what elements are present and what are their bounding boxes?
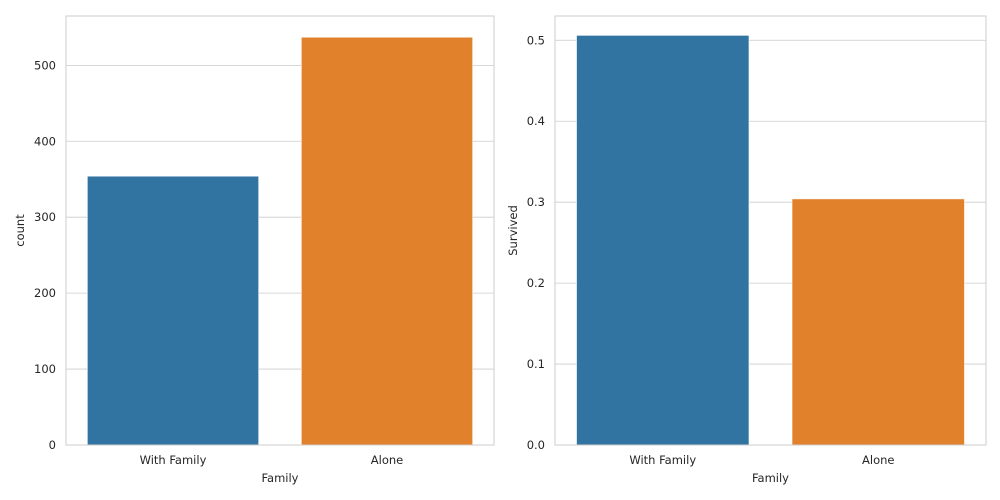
x-axis-label: Family <box>261 471 298 485</box>
y-axis-label: Survived <box>506 205 520 256</box>
plot-frame <box>554 15 987 446</box>
x-tick-label: Alone <box>371 453 403 467</box>
bar-with-family <box>87 175 259 446</box>
x-tick-label: With Family <box>629 453 696 467</box>
y-tick-label: 0.2 <box>527 276 545 290</box>
bar-alone <box>301 37 473 446</box>
y-tick-label: 300 <box>34 210 56 224</box>
y-tick-label: 0.5 <box>527 33 545 47</box>
y-tick-label: 200 <box>34 286 56 300</box>
y-tick-label: 0.3 <box>527 195 545 209</box>
y-tick-label: 500 <box>34 58 56 72</box>
y-tick-label: 0.4 <box>527 114 545 128</box>
bar-with-family <box>576 35 750 446</box>
survived-chart-panel: 0.0 0.1 0.2 0.3 0.4 0.5 With Family Alone Family… <box>506 15 987 485</box>
plot-frame <box>65 15 495 446</box>
y-tick-label: 100 <box>34 362 56 376</box>
y-axis-label: count <box>13 214 27 247</box>
y-tick-label: 0.1 <box>527 357 545 371</box>
x-tick-label: Alone <box>862 453 894 467</box>
x-tick-label: With Family <box>140 453 207 467</box>
y-tick-label: 0.0 <box>527 438 545 452</box>
y-tick-label: 400 <box>34 134 56 148</box>
x-axis-label: Family <box>752 471 789 485</box>
bar-alone <box>791 198 965 446</box>
count-chart-panel: 0 100 200 300 400 500 With Family Alone Family co… <box>13 15 495 485</box>
y-tick-label: 0 <box>49 438 56 452</box>
